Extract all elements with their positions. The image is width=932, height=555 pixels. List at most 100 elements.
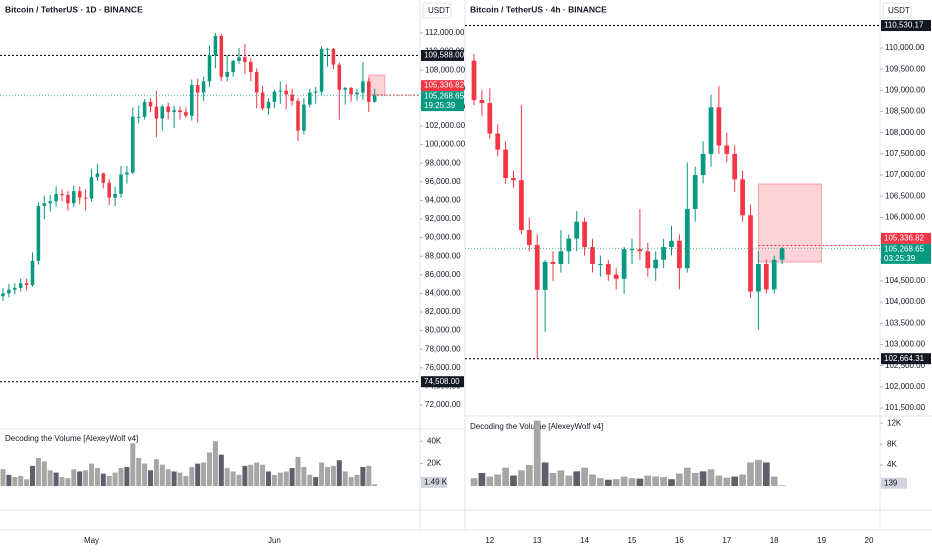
candle-body (361, 81, 365, 93)
candle-body (669, 240, 674, 248)
x-tick-label: 18 (770, 536, 779, 545)
volume-bar (236, 474, 242, 486)
last-price-box (881, 243, 931, 264)
candle-body (107, 182, 111, 198)
volume-bar (18, 475, 24, 486)
volume-bar (313, 477, 319, 486)
candle-body (72, 191, 76, 204)
alert-label-box (881, 232, 931, 244)
volume-bar (573, 471, 581, 486)
candle-body (653, 259, 659, 269)
level-label: 110,530.17 (884, 21, 924, 30)
candle-body (184, 112, 188, 116)
y-tick-label: 102,500.00 (885, 361, 926, 370)
y-tick-label: 110,000.00 (885, 43, 925, 52)
volume-bar (130, 443, 136, 486)
candle-body (201, 81, 206, 93)
candle-body (534, 244, 540, 290)
volume-bar (620, 476, 628, 486)
candle-body (732, 153, 738, 180)
candle-body (495, 133, 501, 150)
candle-body (503, 149, 508, 179)
candle-body (30, 260, 35, 286)
candle-body (172, 110, 176, 113)
volume-bar (502, 467, 509, 486)
volume-bar (612, 479, 620, 486)
candle-body (302, 104, 306, 131)
candle-body (142, 101, 147, 117)
currency: USDT (428, 6, 450, 15)
candle-body (756, 264, 761, 292)
candle-body (7, 289, 11, 294)
y-tick-label: 107,000.00 (885, 170, 926, 179)
level-label-box (421, 49, 464, 61)
volume-bar (12, 477, 18, 486)
volume-bar (142, 463, 148, 486)
volume-bar (165, 469, 171, 486)
volume-bar (628, 478, 636, 486)
candle-body (613, 274, 619, 279)
candle-body (243, 57, 247, 62)
candle-body (487, 103, 493, 134)
y-tick-label: 78,000.00 (425, 344, 461, 353)
candle-body (550, 261, 556, 265)
volume-bar (254, 462, 260, 486)
candle-body (605, 264, 611, 275)
volume-bar (136, 458, 142, 486)
volume-bar (218, 454, 224, 486)
volume-bar (360, 466, 366, 486)
candle-body (225, 72, 229, 77)
y-tick-label: 20K (427, 459, 442, 468)
candle-body (590, 247, 595, 265)
candle-body (661, 247, 666, 260)
x-tick-label: 12 (485, 536, 494, 545)
chart-title: Bitcoin / TetherUS · 1D · BINANCE (5, 4, 143, 14)
candle-body (724, 145, 730, 154)
x-tick-label: 20 (865, 536, 874, 545)
volume-bar (6, 474, 12, 486)
candle-body (136, 116, 141, 118)
alert-label-box (421, 80, 464, 92)
candle-body (779, 248, 785, 260)
position-zone (368, 74, 386, 96)
candle-body (621, 249, 627, 279)
candle-body (716, 107, 722, 146)
volume-bar (24, 479, 30, 486)
y-tick-label: 106,000.00 (885, 213, 926, 222)
y-tick-label: 92,000.00 (425, 214, 461, 223)
y-tick-label: 84,000.00 (425, 289, 461, 298)
volume-bar (549, 472, 557, 486)
volume-bar (597, 478, 604, 486)
level-label: 109,588.00 (424, 51, 465, 60)
volume-label: 1.49 K (424, 477, 448, 486)
y-tick-label: 109,500.00 (885, 64, 926, 73)
volume-bar (581, 467, 588, 486)
volume-bar (660, 477, 667, 486)
y-tick-label: 108,500.00 (885, 107, 926, 116)
volume-bar (723, 477, 731, 486)
candle-body (313, 91, 318, 93)
candle-body (77, 191, 82, 198)
volume-bar (755, 459, 762, 486)
volume-bar (212, 441, 218, 486)
y-tick-label: 103,000.00 (885, 340, 926, 349)
candle-body (231, 60, 235, 73)
volume-bar (324, 466, 331, 486)
y-tick-label: 107,500.00 (885, 149, 926, 158)
candle-body (677, 240, 682, 269)
candle-body (355, 92, 359, 95)
last-price-label: 105,268.65 (884, 244, 925, 253)
y-tick-label: 8K (887, 439, 897, 448)
candle-body (629, 249, 635, 251)
x-tick-label: 14 (580, 536, 589, 545)
volume-bar (739, 474, 746, 486)
volume-bar (260, 464, 266, 486)
volume-bar (319, 462, 325, 486)
level-label: 74,508.00 (424, 377, 460, 386)
candle-body (582, 221, 587, 248)
volume-bar (201, 462, 207, 486)
volume-bar (183, 475, 189, 486)
candle-body (637, 249, 643, 252)
volume-bar (83, 470, 89, 486)
y-tick-label: 112,000.00 (425, 28, 465, 37)
